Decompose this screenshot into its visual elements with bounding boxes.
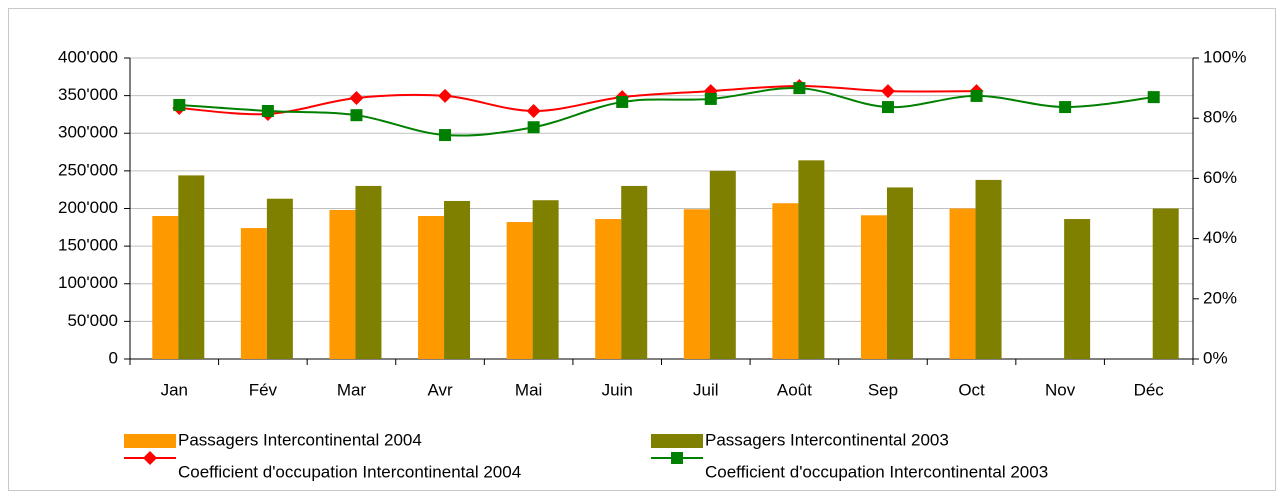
legend-marker: [143, 451, 157, 465]
bar: [886, 187, 913, 359]
legend-label: Passagers Intercontinental 2003: [705, 430, 949, 449]
line-marker: [1059, 101, 1072, 114]
line-marker: [349, 91, 364, 106]
legend-label: Coefficient d'occupation Intercontinenta…: [705, 462, 1048, 481]
line: [179, 84, 977, 116]
y-tick-label: 200'000: [58, 198, 118, 217]
bar: [178, 175, 205, 359]
bar: [772, 203, 799, 359]
bar: [266, 198, 293, 359]
legend-swatch: [124, 434, 176, 448]
line-marker: [527, 121, 540, 134]
x-tick-label: Mar: [337, 380, 367, 399]
bar: [860, 215, 887, 359]
legend-marker: [671, 452, 683, 464]
y-tick-label: 150'000: [58, 236, 118, 255]
bar: [444, 200, 471, 359]
bar: [709, 170, 736, 359]
y-tick-label: 400'000: [58, 47, 118, 66]
line-marker: [438, 88, 453, 103]
y-tick-label: 50'000: [67, 311, 118, 330]
x-tick-label: Avr: [427, 380, 453, 399]
line-marker: [970, 89, 983, 102]
y-tick-label: 300'000: [58, 123, 118, 142]
bar: [975, 179, 1002, 359]
bar: [329, 210, 356, 359]
bar: [355, 185, 382, 359]
bar: [949, 208, 976, 359]
bar: [621, 185, 648, 359]
y2-tick-label: 20%: [1203, 288, 1237, 307]
y-tick-label: 0: [109, 348, 118, 367]
y-tick-label: 250'000: [58, 160, 118, 179]
line-marker: [704, 92, 717, 105]
line-marker: [261, 104, 274, 117]
y2-tick-label: 60%: [1203, 168, 1237, 187]
line-marker: [439, 129, 452, 142]
bar: [1064, 219, 1091, 359]
legend-label: Coefficient d'occupation Intercontinenta…: [178, 462, 521, 481]
legend-swatch: [651, 434, 703, 448]
y2-tick-label: 100%: [1203, 47, 1246, 66]
line: [179, 87, 1154, 137]
x-tick-label: Nov: [1045, 380, 1076, 399]
line-marker: [881, 101, 894, 114]
y-tick-label: 100'000: [58, 273, 118, 292]
x-tick-label: Jan: [161, 380, 188, 399]
line-marker: [350, 109, 363, 122]
x-tick-label: Juil: [693, 380, 719, 399]
y2-tick-label: 0%: [1203, 348, 1228, 367]
bar: [240, 228, 267, 359]
y2-tick-label: 80%: [1203, 108, 1237, 127]
x-tick-label: Déc: [1134, 380, 1165, 399]
bar: [418, 216, 445, 359]
x-tick-label: Fév: [249, 380, 278, 399]
x-tick-label: Juin: [602, 380, 633, 399]
line-marker: [880, 84, 895, 99]
x-tick-label: Sep: [868, 380, 898, 399]
bar: [1152, 208, 1179, 359]
y2-tick-label: 40%: [1203, 228, 1237, 247]
x-tick-label: Oct: [958, 380, 985, 399]
bar: [595, 219, 622, 359]
bar: [532, 200, 559, 359]
x-tick-label: Mai: [515, 380, 542, 399]
bar: [152, 216, 179, 359]
line-marker: [793, 82, 806, 95]
bar: [506, 222, 533, 359]
bar: [683, 209, 710, 359]
bar: [798, 160, 825, 359]
line-marker: [1147, 91, 1160, 104]
line-marker: [173, 98, 186, 111]
legend-label: Passagers Intercontinental 2004: [178, 430, 422, 449]
x-tick-label: Août: [777, 380, 812, 399]
line-marker: [616, 95, 629, 108]
y-tick-label: 350'000: [58, 85, 118, 104]
line-marker: [526, 103, 541, 118]
